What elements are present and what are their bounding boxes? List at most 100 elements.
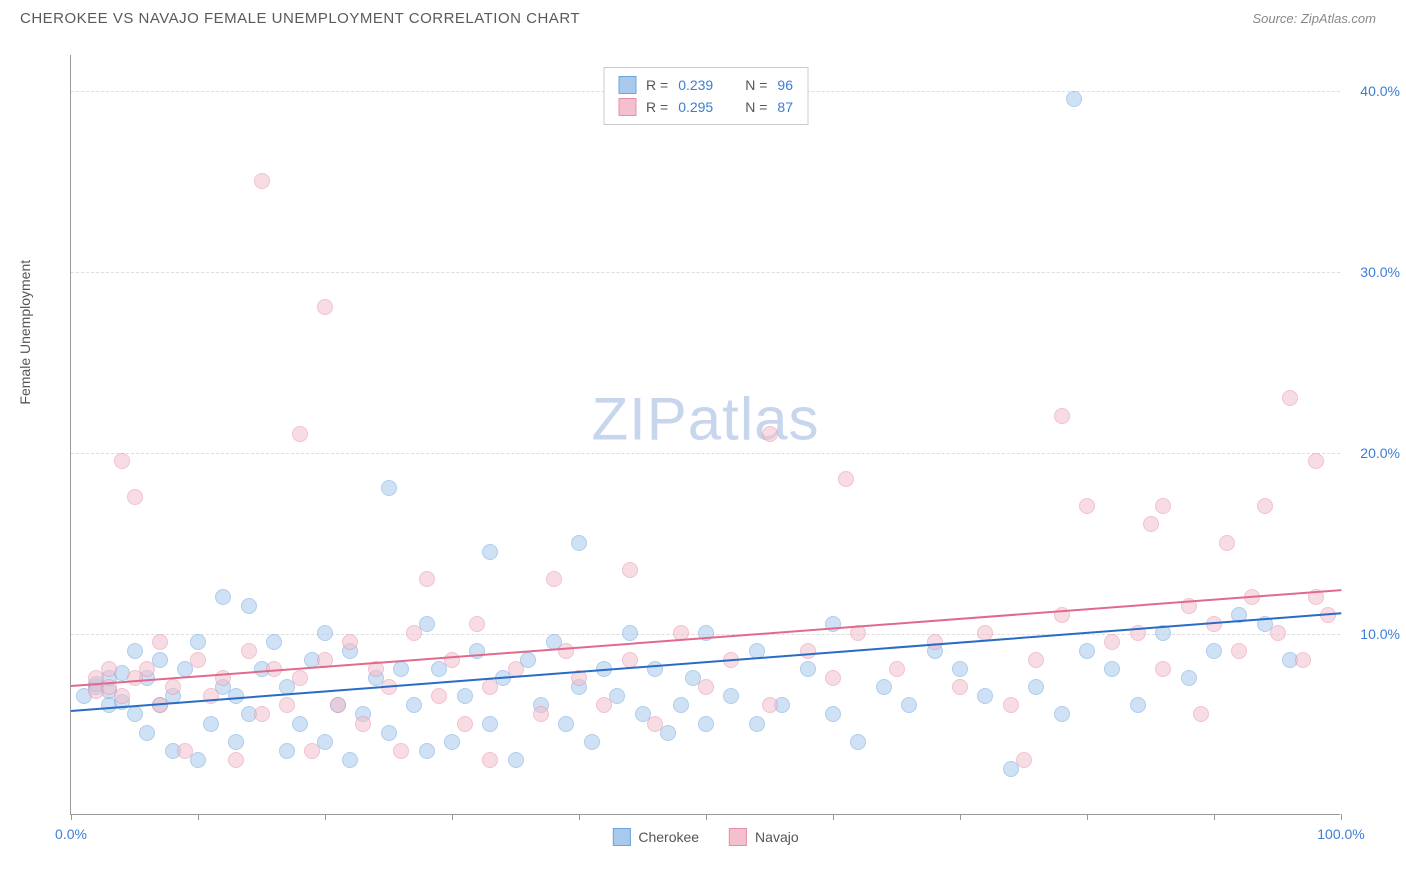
series-swatch bbox=[618, 98, 636, 116]
x-tick bbox=[71, 814, 72, 820]
scatter-point bbox=[762, 426, 778, 442]
scatter-point bbox=[1143, 516, 1159, 532]
scatter-point bbox=[825, 670, 841, 686]
scatter-point bbox=[901, 697, 917, 713]
scatter-point bbox=[622, 625, 638, 641]
x-tick bbox=[325, 814, 326, 820]
scatter-point bbox=[723, 688, 739, 704]
scatter-point bbox=[127, 643, 143, 659]
y-tick-label: 20.0% bbox=[1360, 445, 1400, 461]
scatter-point bbox=[558, 643, 574, 659]
scatter-point bbox=[317, 625, 333, 641]
scatter-point bbox=[698, 679, 714, 695]
scatter-point bbox=[952, 661, 968, 677]
scatter-point bbox=[317, 299, 333, 315]
scatter-point bbox=[1104, 634, 1120, 650]
scatter-point bbox=[393, 743, 409, 759]
scatter-point bbox=[228, 734, 244, 750]
scatter-point bbox=[800, 661, 816, 677]
x-tick bbox=[1087, 814, 1088, 820]
scatter-point bbox=[533, 706, 549, 722]
plot-area: ZIPatlas 10.0%20.0%30.0%40.0% R = 0.239N… bbox=[70, 55, 1340, 815]
scatter-point bbox=[190, 634, 206, 650]
chart-container: Female Unemployment ZIPatlas 10.0%20.0%3… bbox=[50, 45, 1370, 835]
scatter-point bbox=[508, 752, 524, 768]
scatter-point bbox=[355, 716, 371, 732]
scatter-point bbox=[1028, 652, 1044, 668]
scatter-point bbox=[431, 688, 447, 704]
scatter-point bbox=[469, 616, 485, 632]
scatter-point bbox=[139, 661, 155, 677]
scatter-point bbox=[444, 734, 460, 750]
scatter-point bbox=[1181, 670, 1197, 686]
scatter-point bbox=[1295, 652, 1311, 668]
scatter-point bbox=[190, 652, 206, 668]
stats-row: R = 0.239N = 96 bbox=[618, 74, 793, 96]
scatter-point bbox=[114, 453, 130, 469]
scatter-point bbox=[977, 688, 993, 704]
legend-swatch bbox=[729, 828, 747, 846]
scatter-point bbox=[1054, 408, 1070, 424]
scatter-point bbox=[254, 173, 270, 189]
r-label: R = bbox=[646, 99, 668, 115]
scatter-point bbox=[165, 679, 181, 695]
scatter-point bbox=[482, 716, 498, 732]
scatter-point bbox=[342, 634, 358, 650]
stats-legend-box: R = 0.239N = 96R = 0.295N = 87 bbox=[603, 67, 808, 125]
scatter-point bbox=[749, 716, 765, 732]
scatter-point bbox=[406, 625, 422, 641]
scatter-point bbox=[1079, 643, 1095, 659]
scatter-point bbox=[215, 589, 231, 605]
scatter-point bbox=[406, 697, 422, 713]
scatter-point bbox=[279, 743, 295, 759]
scatter-point bbox=[482, 679, 498, 695]
y-tick-label: 10.0% bbox=[1360, 626, 1400, 642]
scatter-point bbox=[838, 471, 854, 487]
scatter-point bbox=[241, 643, 257, 659]
scatter-point bbox=[482, 544, 498, 560]
scatter-point bbox=[825, 706, 841, 722]
scatter-point bbox=[558, 716, 574, 732]
scatter-point bbox=[482, 752, 498, 768]
x-tick bbox=[833, 814, 834, 820]
x-tick bbox=[452, 814, 453, 820]
x-tick bbox=[1341, 814, 1342, 820]
scatter-point bbox=[203, 716, 219, 732]
scatter-point bbox=[419, 571, 435, 587]
scatter-point bbox=[1130, 697, 1146, 713]
scatter-point bbox=[1270, 625, 1286, 641]
y-axis-label: Female Unemployment bbox=[17, 260, 33, 405]
scatter-point bbox=[292, 670, 308, 686]
scatter-point bbox=[1155, 661, 1171, 677]
scatter-point bbox=[330, 697, 346, 713]
scatter-point bbox=[762, 697, 778, 713]
legend-swatch bbox=[612, 828, 630, 846]
scatter-point bbox=[203, 688, 219, 704]
scatter-point bbox=[266, 634, 282, 650]
legend-item: Cherokee bbox=[612, 828, 699, 846]
trend-line bbox=[71, 589, 1341, 687]
source-attribution: Source: ZipAtlas.com bbox=[1252, 11, 1376, 26]
scatter-point bbox=[1066, 91, 1082, 107]
scatter-point bbox=[292, 426, 308, 442]
watermark: ZIPatlas bbox=[591, 385, 819, 454]
scatter-point bbox=[304, 743, 320, 759]
scatter-point bbox=[1016, 752, 1032, 768]
chart-title: CHEROKEE VS NAVAJO FEMALE UNEMPLOYMENT C… bbox=[20, 10, 580, 27]
scatter-point bbox=[622, 562, 638, 578]
scatter-point bbox=[1308, 453, 1324, 469]
scatter-point bbox=[1079, 498, 1095, 514]
scatter-point bbox=[1155, 498, 1171, 514]
r-value: 0.239 bbox=[678, 77, 713, 93]
scatter-point bbox=[444, 652, 460, 668]
scatter-point bbox=[698, 716, 714, 732]
x-tick-label: 0.0% bbox=[55, 826, 87, 842]
n-label: N = bbox=[745, 77, 767, 93]
scatter-point bbox=[889, 661, 905, 677]
scatter-point bbox=[457, 688, 473, 704]
x-tick bbox=[579, 814, 580, 820]
legend-item: Navajo bbox=[729, 828, 799, 846]
x-tick bbox=[198, 814, 199, 820]
y-tick-label: 30.0% bbox=[1360, 264, 1400, 280]
scatter-point bbox=[876, 679, 892, 695]
